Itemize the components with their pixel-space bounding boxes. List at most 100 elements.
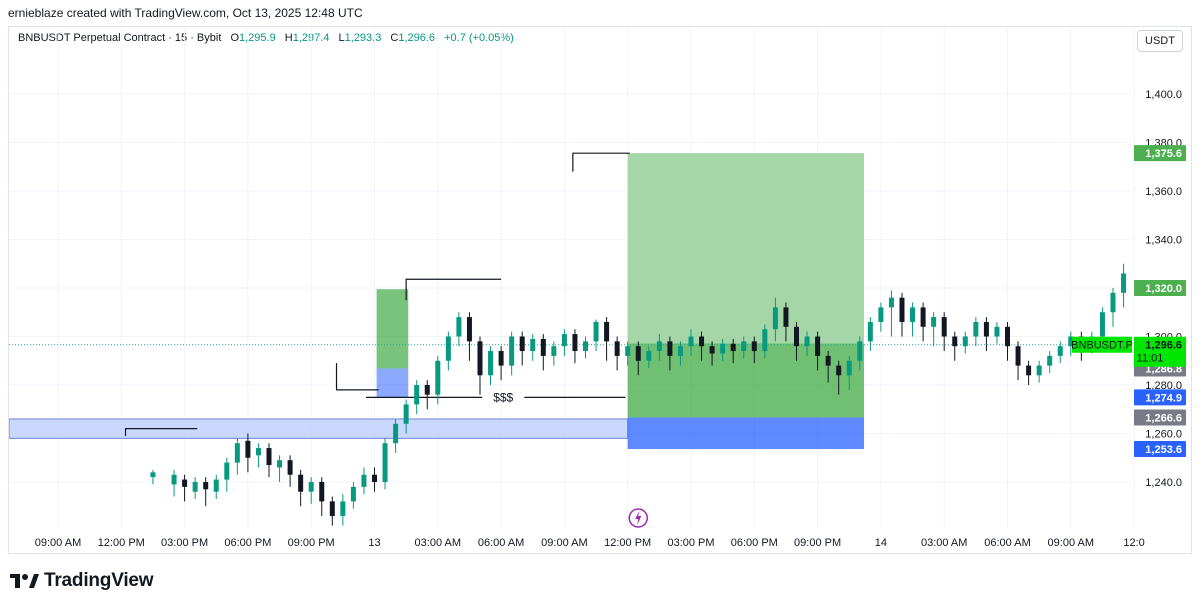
- candle-body: [646, 351, 652, 361]
- candle-body: [466, 317, 472, 342]
- x-axis-tick-label: 12:00 PM: [98, 537, 145, 549]
- tradingview-logo-icon: [10, 574, 39, 588]
- candle-body: [920, 307, 926, 327]
- range-low-line: [335, 363, 379, 391]
- candle-body: [762, 329, 768, 352]
- y-axis-tick-label: 1,260.0: [1145, 429, 1182, 441]
- x-axis-tick-label: 03:00 AM: [921, 537, 967, 549]
- position-target-zone: [627, 153, 865, 344]
- candle-body: [635, 346, 641, 361]
- candle-body: [234, 443, 240, 463]
- candle-body: [1068, 336, 1074, 347]
- candle-body: [1184, 181, 1189, 205]
- liquidity-label: $$$: [493, 390, 513, 404]
- candle-body: [1099, 312, 1105, 337]
- tradingview-brand: TradingView: [10, 570, 154, 592]
- candle-body: [794, 326, 799, 347]
- price-axis-label-bg: [1134, 145, 1186, 162]
- candle-body: [983, 321, 989, 337]
- candle-body: [804, 336, 810, 347]
- y-axis-tick-label: 1,340.0: [1145, 235, 1182, 247]
- candle-body: [1036, 365, 1042, 376]
- candle-body: [1026, 365, 1032, 376]
- candle-body: [329, 501, 335, 516]
- candle-body: [1047, 355, 1053, 366]
- open-label: O: [230, 32, 240, 44]
- price-axis-label-bg: [1134, 441, 1186, 458]
- candle-body: [973, 321, 979, 337]
- candle-body: [224, 462, 230, 480]
- y-axis-tick-label: 1,360.0: [1145, 186, 1182, 198]
- candle-body: [509, 336, 515, 366]
- candle-body: [931, 317, 937, 327]
- candle-body: [836, 365, 842, 376]
- y-axis-tick-label: 1,400.0: [1145, 89, 1182, 101]
- candle-body: [730, 343, 736, 352]
- x-axis-tick-label: 09:00 AM: [35, 537, 81, 549]
- candle-body: [403, 404, 409, 424]
- candle-body: [604, 321, 610, 342]
- chart-credit: ernieblaze created with TradingView.com,…: [8, 6, 363, 20]
- swing-low-line: [124, 428, 198, 436]
- swing-high-line-2: [572, 152, 630, 172]
- candle-body: [350, 486, 356, 502]
- candle-body: [667, 341, 673, 356]
- candle-body: [298, 474, 304, 492]
- candle-body: [551, 346, 557, 356]
- price-axis-label-bg: [1134, 409, 1186, 426]
- y-axis-tick-label: 1,280.0: [1145, 380, 1182, 392]
- high-label: H: [284, 32, 293, 44]
- candle-body: [561, 334, 567, 347]
- current-price-label-bg: [1134, 336, 1186, 367]
- candle-body: [266, 448, 272, 466]
- candle-body: [435, 360, 441, 395]
- candle-body: [213, 479, 219, 492]
- candle-body: [182, 479, 188, 487]
- candle-body: [857, 341, 863, 361]
- candle-body: [488, 351, 494, 376]
- candle-body: [1015, 346, 1021, 366]
- candle-body: [614, 341, 620, 356]
- candle-body: [772, 307, 778, 330]
- candle-body: [1057, 346, 1063, 356]
- candle-body: [583, 341, 588, 352]
- position-open-profit-zone: [627, 343, 865, 418]
- candle-body: [962, 336, 968, 347]
- x-axis-tick-label: 09:00 AM: [541, 537, 587, 549]
- symbol-name[interactable]: BNBUSDT Perpetual Contract · 15 · Bybit: [18, 32, 222, 44]
- bar-countdown-label: 11:01: [1137, 353, 1164, 365]
- y-axis-tick-label: 1,240.0: [1145, 477, 1182, 489]
- order-block-zone: [9, 418, 629, 439]
- low-value: 1,293.3: [344, 32, 382, 44]
- x-axis-tick-label: 06:00 AM: [984, 537, 1030, 549]
- candle-body: [952, 336, 958, 347]
- x-axis-tick-label: 09:00 PM: [794, 537, 841, 549]
- candle-body: [171, 474, 177, 485]
- close-label: C: [390, 32, 399, 44]
- candle-body: [656, 341, 662, 352]
- price-axis-label: 1,320.0: [1145, 283, 1182, 295]
- candle-body: [572, 334, 578, 352]
- candle-body: [677, 346, 683, 356]
- candle-body: [456, 317, 462, 337]
- candle-body: [783, 307, 789, 327]
- candle-body: [688, 336, 694, 347]
- candle-body: [519, 336, 525, 352]
- candle-body: [741, 341, 747, 352]
- candle-body: [192, 482, 198, 492]
- low-label: L: [338, 32, 345, 44]
- symbol-legend: BNBUSDT Perpetual Contract · 15 · Bybit …: [18, 32, 514, 44]
- candle-body: [382, 443, 388, 482]
- candle-body: [255, 448, 261, 456]
- currency-unit-button[interactable]: USDT: [1137, 30, 1183, 52]
- candle-body: [825, 355, 831, 366]
- candle-body: [751, 341, 757, 352]
- price-axis-label: 1,266.6: [1145, 412, 1182, 424]
- candle-body: [498, 351, 504, 366]
- current-price-label: 1,296.6: [1145, 340, 1182, 352]
- candle-body: [888, 297, 894, 308]
- x-axis-tick-label: 09:00 AM: [1048, 537, 1094, 549]
- price-axis-label: 1,253.6: [1145, 444, 1182, 456]
- x-axis-tick-label: 06:00 AM: [478, 537, 524, 549]
